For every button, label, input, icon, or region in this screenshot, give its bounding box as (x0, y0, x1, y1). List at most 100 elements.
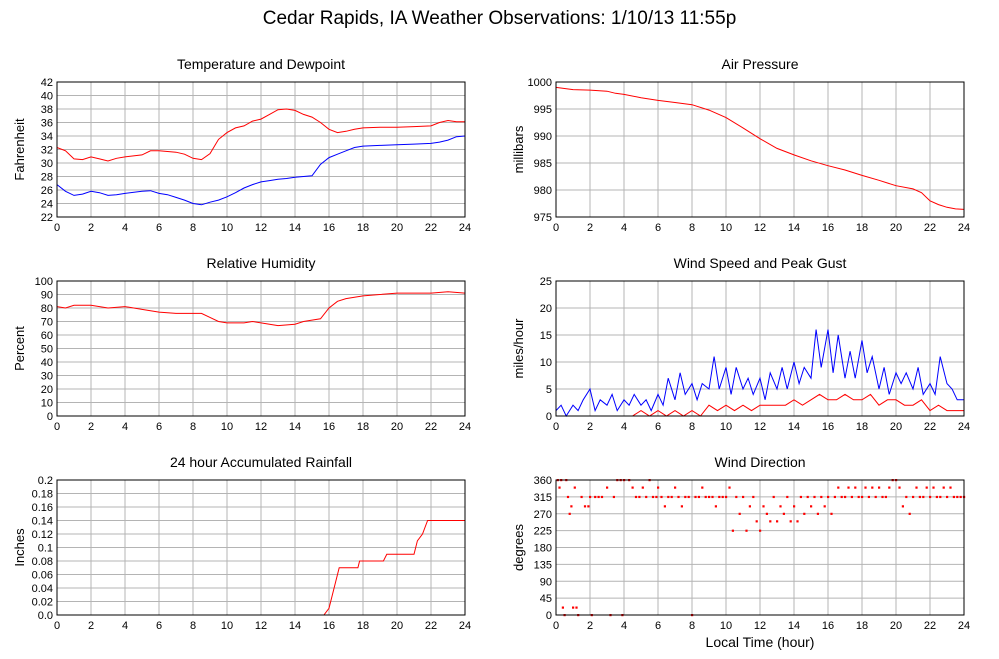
data-point (912, 495, 915, 499)
data-point (772, 495, 775, 499)
x-tick-label: 18 (856, 421, 868, 433)
y-tick-label: 180 (534, 543, 552, 555)
y-tick-label: 0.16 (32, 502, 53, 514)
data-point (755, 520, 758, 523)
x-tick-label: 2 (88, 222, 94, 234)
data-point (956, 495, 959, 499)
x-tick-label: 24 (459, 620, 471, 632)
y-tick-label: 40 (41, 357, 53, 369)
x-tick-label: 8 (190, 421, 196, 433)
x-tick-label: 20 (890, 620, 902, 632)
series-line-1 (632, 393, 964, 417)
data-point (687, 495, 690, 499)
y-axis-label: degrees (511, 524, 526, 571)
y-tick-label: 20 (41, 384, 53, 396)
data-point (922, 495, 925, 499)
data-point (711, 495, 714, 499)
y-tick-label: 45 (540, 593, 552, 605)
y-tick-label: 25 (540, 276, 552, 288)
y-tick-label: 990 (534, 131, 552, 143)
y-tick-label: 24 (41, 199, 53, 211)
x-axis-label: Local Time (hour) (705, 634, 815, 650)
y-tick-label: 0.02 (32, 597, 53, 609)
data-point (655, 495, 658, 499)
y-tick-label: 0 (546, 610, 552, 622)
y-axis-label: Percent (12, 326, 27, 371)
data-point (748, 505, 751, 508)
y-tick-label: 50 (41, 344, 53, 356)
x-tick-label: 2 (587, 222, 593, 234)
y-axis-label: Fahrenheit (12, 118, 27, 181)
data-point (925, 486, 928, 489)
data-point (901, 505, 904, 508)
data-point (813, 495, 816, 499)
series-line-0 (56, 108, 465, 162)
x-tick-label: 8 (689, 620, 695, 632)
data-point (725, 495, 728, 499)
data-point (946, 495, 949, 499)
y-tick-label: 100 (35, 276, 53, 288)
data-point (594, 495, 597, 499)
x-tick-label: 8 (190, 620, 196, 632)
x-tick-label: 4 (621, 222, 627, 234)
x-tick-label: 4 (621, 421, 627, 433)
x-tick-label: 22 (924, 421, 936, 433)
y-tick-label: 20 (540, 303, 552, 315)
y-tick-label: 995 (534, 104, 552, 116)
x-tick-label: 0 (54, 421, 60, 433)
y-tick-label: 315 (534, 492, 552, 504)
data-point (949, 486, 952, 489)
y-tick-label: 36 (41, 118, 53, 130)
data-point (888, 486, 891, 489)
y-tick-label: 90 (540, 576, 552, 588)
x-tick-label: 16 (822, 620, 834, 632)
y-tick-label: 30 (41, 371, 53, 383)
y-axis-label: Inches (12, 528, 27, 567)
y-tick-label: 80 (41, 303, 53, 315)
y-tick-label: 32 (41, 145, 53, 157)
data-point (697, 495, 700, 499)
x-tick-label: 16 (323, 620, 335, 632)
chart-title: Air Pressure (721, 56, 798, 72)
chart-title: 24 hour Accumulated Rainfall (170, 454, 352, 470)
x-tick-label: 0 (54, 222, 60, 234)
y-tick-label: 0.1 (38, 543, 53, 555)
data-point (776, 520, 779, 523)
data-point (568, 512, 571, 515)
data-point (867, 495, 870, 499)
data-point (663, 505, 666, 508)
x-tick-label: 6 (156, 222, 162, 234)
x-tick-label: 12 (754, 421, 766, 433)
x-tick-label: 14 (788, 222, 800, 234)
data-point (742, 495, 745, 499)
data-point (645, 495, 648, 499)
page-title: Cedar Rapids, IA Weather Observations: 1… (262, 8, 737, 29)
data-point (857, 495, 860, 499)
y-tick-label: 40 (41, 91, 53, 103)
data-point (840, 495, 843, 499)
data-point (566, 495, 570, 499)
x-tick-label: 14 (788, 620, 800, 632)
data-point (810, 505, 813, 508)
data-point (765, 512, 768, 515)
y-tick-label: 0.0 (38, 610, 53, 622)
x-tick-label: 0 (553, 620, 559, 632)
data-point (580, 495, 583, 499)
data-point (558, 486, 561, 489)
x-tick-label: 22 (924, 620, 936, 632)
x-tick-label: 20 (391, 222, 403, 234)
data-point (952, 495, 955, 499)
x-tick-label: 8 (689, 222, 695, 234)
y-tick-label: 0.08 (32, 556, 53, 568)
data-point (745, 529, 748, 532)
data-point (942, 486, 945, 489)
data-point (728, 486, 731, 489)
data-point (803, 512, 806, 515)
y-tick-label: 22 (41, 212, 53, 224)
data-point (600, 495, 604, 499)
x-tick-label: 6 (156, 620, 162, 632)
x-tick-label: 22 (924, 222, 936, 234)
data-point (847, 486, 850, 489)
